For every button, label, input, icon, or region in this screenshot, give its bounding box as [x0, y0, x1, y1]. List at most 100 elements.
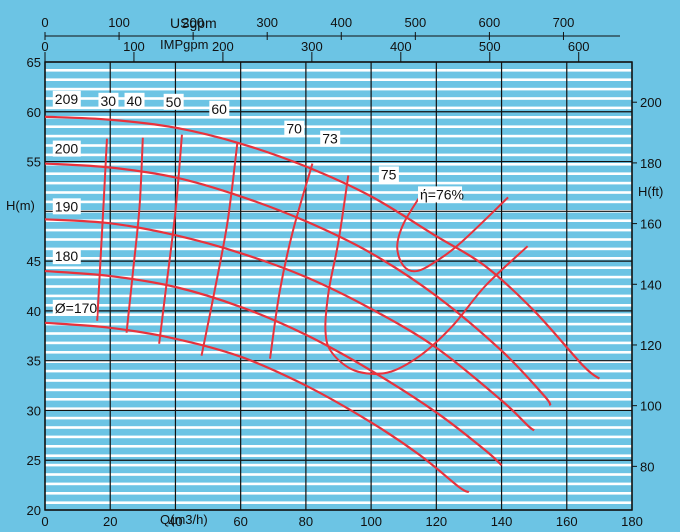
x-tick-label: 20 [103, 514, 117, 529]
head-curve-200 [44, 162, 552, 407]
x-tick-label: 180 [621, 514, 643, 529]
us-gpm-tick-label: 600 [479, 15, 501, 30]
curve-label-bg [284, 120, 305, 137]
head-curve-180 [44, 269, 503, 467]
imp-gpm-tick-label: 0 [41, 39, 48, 54]
background-band [45, 125, 632, 128]
background-band [45, 172, 632, 175]
background-band [45, 492, 632, 495]
background-band [45, 294, 632, 298]
x-tick-label: 120 [425, 514, 447, 529]
background-band [45, 106, 632, 110]
y-tick-label: 65 [27, 55, 41, 70]
background-band [45, 360, 632, 363]
imp-gpm-tick-label: 500 [479, 39, 501, 54]
ft-tick-label: 100 [640, 399, 662, 414]
background-band [45, 454, 632, 457]
curve-labels: 209 200 190 180 Ø=170 30 40 50 60 70 73 75 ή=76% [52, 90, 464, 316]
efficiency-curve-75 [396, 190, 509, 273]
background-band [45, 379, 632, 382]
background-band [45, 313, 632, 316]
curve-label: ή=76% [420, 186, 464, 202]
us-gpm-tick-label: 300 [256, 15, 278, 30]
background-band [45, 398, 632, 401]
y-tick-label: 35 [27, 354, 41, 369]
imp-gpm-tick-label: 600 [568, 39, 590, 54]
y-tick-label: 55 [27, 155, 41, 170]
y-axis-title: H(m) [6, 198, 35, 213]
curve-label-bg [418, 186, 463, 203]
curve-label: 209 [55, 91, 79, 107]
x-tick-label: 160 [556, 514, 578, 529]
us-gpm-tick-label: 700 [553, 15, 575, 30]
ft-tick-label: 200 [640, 95, 662, 110]
imp-gpm-axis-title: IMPgpm [160, 37, 208, 52]
background-band [45, 416, 632, 420]
background-band [45, 482, 632, 486]
imp-gpm-tick-label: 400 [390, 39, 412, 54]
ft-axis-title: H(ft) [638, 184, 663, 199]
ft-tick-label: 140 [640, 277, 662, 292]
background-band [45, 247, 632, 251]
background-band [45, 87, 632, 91]
x-tick-label: 140 [491, 514, 513, 529]
background-band [45, 435, 632, 439]
curve-label: Ø=170 [55, 300, 98, 316]
background-band [45, 463, 632, 467]
imp-gpm-tick-label: 200 [212, 39, 234, 54]
y-tick-label: 60 [27, 105, 41, 120]
background-band [45, 322, 632, 326]
y-tick-label: 20 [27, 503, 41, 518]
x-axis-title: Q(m3/h) [160, 512, 208, 527]
curve-label-bg [52, 140, 81, 157]
background-band [45, 219, 632, 222]
background-band [45, 426, 632, 429]
us-gpm-tick-label: 400 [330, 15, 352, 30]
background-band [45, 78, 632, 81]
head-curve-190 [44, 218, 535, 432]
x-tick-label: 40 [168, 514, 182, 529]
background-band [45, 181, 632, 185]
curve-label: 73 [322, 131, 338, 147]
us-gpm-tick-label: 500 [404, 15, 426, 30]
background-band [45, 388, 632, 392]
background-band [45, 304, 632, 307]
background-band [45, 257, 632, 260]
curve-label-bg [52, 198, 81, 215]
efficiency-curve-70 [269, 163, 314, 359]
curve-label-bg [378, 166, 399, 183]
curve-label-bg [52, 248, 81, 265]
background-band [45, 266, 632, 269]
background-band [45, 369, 632, 373]
imp-gpm-tick-label: 100 [123, 39, 145, 54]
efficiency-curve-50 [158, 134, 183, 344]
curve-label-bg [320, 130, 341, 147]
us-gpm-axis-title: USgpm [170, 15, 217, 31]
plot-border [44, 61, 633, 511]
background-band [45, 69, 632, 72]
y-tick-label: 40 [27, 304, 41, 319]
ft-tick-label: 180 [640, 156, 662, 171]
head-curves [44, 115, 601, 494]
background-band [45, 285, 632, 288]
axes: 0 20 40 60 80 100 120 140 160 1802025303540455560… [27, 15, 662, 529]
background-band [45, 341, 632, 345]
background-band [45, 191, 632, 194]
background-band [45, 163, 632, 166]
background-band [45, 407, 632, 410]
background-band [45, 501, 632, 504]
curve-label: 50 [166, 94, 182, 110]
curve-label-bg [98, 92, 119, 109]
head-curve-170 [44, 321, 470, 494]
curve-label: 75 [381, 166, 397, 182]
us-gpm-tick-label: 100 [108, 15, 130, 30]
curve-label: 180 [55, 248, 79, 264]
curve-label: 60 [211, 101, 227, 117]
imp-gpm-tick-label: 300 [301, 39, 323, 54]
background-band [45, 473, 632, 476]
curve-label: 190 [55, 198, 79, 214]
x-tick-label: 80 [299, 514, 313, 529]
curve-label-bg [163, 93, 184, 110]
us-gpm-tick-label: 200 [182, 15, 204, 30]
curve-label-bg [124, 92, 145, 109]
